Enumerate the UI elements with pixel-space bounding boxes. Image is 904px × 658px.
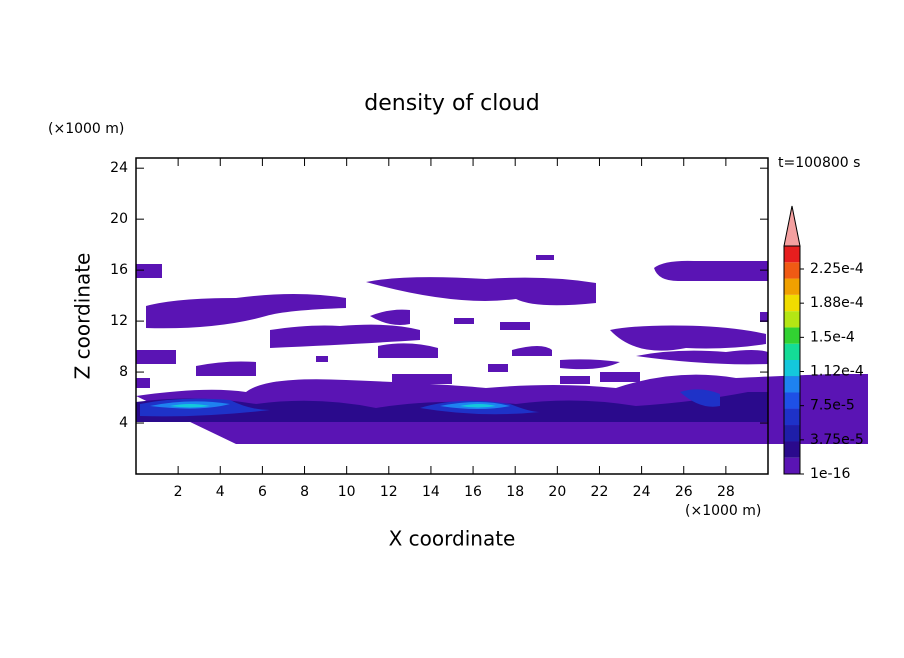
y-tick-label: 8	[119, 364, 128, 380]
colorbar-label: 3.75e-5	[810, 432, 864, 448]
colorbar-extension	[783, 205, 801, 247]
colorbar-label: 2.25e-4	[810, 261, 864, 277]
colorbar-swatch	[784, 294, 800, 312]
x-unit: (×1000 m)	[685, 503, 761, 519]
x-tick-label: 12	[380, 484, 398, 500]
colorbar-label: 7.5e-5	[810, 398, 855, 414]
colorbar-label: 1.5e-4	[810, 329, 855, 345]
colorbar-label: 1.12e-4	[810, 364, 864, 380]
plot-frame	[135, 157, 769, 475]
colorbar-frame	[783, 245, 801, 475]
y-tick-label: 12	[110, 313, 128, 329]
x-tick-label: 8	[300, 484, 309, 500]
y-axis-title: Z coordinate	[71, 253, 95, 380]
colorbar-swatch	[784, 360, 800, 377]
colorbar-swatch	[784, 246, 800, 263]
x-tick-label: 20	[548, 484, 566, 500]
colorbar-swatch	[784, 392, 800, 409]
x-tick-label: 16	[464, 484, 482, 500]
x-tick-label: 24	[633, 484, 651, 500]
colorbar-swatch	[784, 425, 800, 442]
colorbar-label: 1e-16	[810, 466, 850, 482]
colorbar-swatch	[784, 262, 800, 279]
cloud-core	[136, 389, 768, 422]
colorbar-swatch	[784, 457, 800, 474]
colorbar-label: 1.88e-4	[810, 295, 864, 311]
chart-title: density of cloud	[364, 91, 539, 116]
colorbar-swatch	[784, 408, 800, 426]
x-tick-label: 22	[591, 484, 609, 500]
x-tick-label: 26	[675, 484, 693, 500]
x-axis-title: X coordinate	[389, 527, 516, 551]
y-tick-label: 20	[110, 211, 128, 227]
y-tick-label: 16	[110, 262, 128, 278]
y-tick-label: 4	[119, 415, 128, 431]
time-label: t=100800 s	[778, 155, 860, 171]
colorbar-swatch	[784, 327, 800, 344]
colorbar-swatch	[784, 376, 800, 393]
x-tick-label: 14	[422, 484, 440, 500]
x-tick-label: 4	[216, 484, 225, 500]
x-tick-label: 6	[258, 484, 267, 500]
colorbar-swatch	[784, 441, 800, 458]
x-tick-label: 10	[338, 484, 356, 500]
y-unit: (×1000 m)	[48, 121, 124, 137]
x-tick-label: 2	[174, 484, 183, 500]
y-tick-label: 24	[110, 160, 128, 176]
x-tick-label: 28	[717, 484, 735, 500]
colorbar-swatch	[784, 311, 800, 328]
x-tick-label: 18	[506, 484, 524, 500]
colorbar-swatch	[784, 278, 800, 295]
colorbar-swatch	[784, 343, 800, 360]
